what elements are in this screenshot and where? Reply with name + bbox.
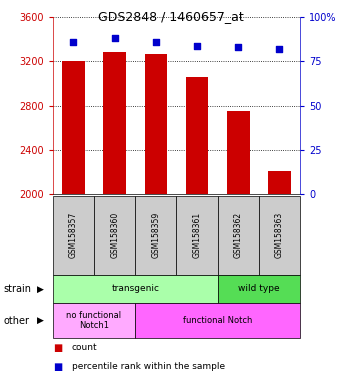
Text: GSM158359: GSM158359	[151, 212, 160, 258]
Text: GDS2848 / 1460657_at: GDS2848 / 1460657_at	[98, 10, 243, 23]
Text: GSM158363: GSM158363	[275, 212, 284, 258]
Text: percentile rank within the sample: percentile rank within the sample	[72, 362, 225, 371]
Bar	[103, 51, 126, 194]
Bar	[186, 77, 208, 194]
Point	[236, 44, 241, 50]
Text: functional Notch: functional Notch	[183, 316, 252, 325]
Bar	[62, 61, 85, 194]
Text: GSM158360: GSM158360	[110, 212, 119, 258]
Text: strain: strain	[3, 284, 31, 294]
Text: count: count	[72, 343, 97, 352]
Point	[71, 39, 76, 45]
Text: GSM158361: GSM158361	[193, 212, 202, 258]
Text: no functional
Notch1: no functional Notch1	[66, 311, 122, 330]
Text: ▶: ▶	[37, 285, 44, 293]
Text: wild type: wild type	[238, 285, 280, 293]
Text: transgenic: transgenic	[111, 285, 159, 293]
Bar	[145, 54, 167, 194]
Point	[194, 43, 200, 49]
Bar	[268, 171, 291, 194]
Text: GSM158362: GSM158362	[234, 212, 243, 258]
Bar	[227, 111, 250, 194]
Point	[277, 46, 282, 52]
Point	[112, 35, 117, 41]
Text: other: other	[3, 316, 29, 326]
Text: ■: ■	[53, 343, 62, 353]
Text: GSM158357: GSM158357	[69, 212, 78, 258]
Text: ■: ■	[53, 362, 62, 372]
Text: ▶: ▶	[37, 316, 44, 325]
Point	[153, 39, 159, 45]
